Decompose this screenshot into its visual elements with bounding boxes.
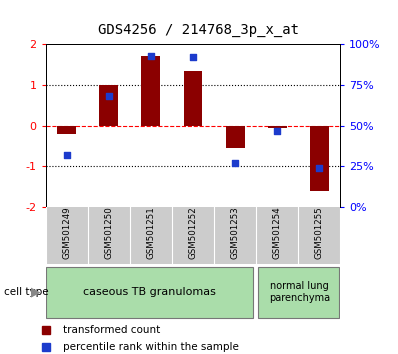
Bar (226, 126, 244, 148)
Text: ▶: ▶ (31, 286, 41, 298)
Text: normal lung
parenchyma: normal lung parenchyma (269, 281, 330, 303)
Text: GSM501250: GSM501250 (104, 206, 113, 259)
Text: GSM501249: GSM501249 (62, 207, 71, 259)
Point (316, 165, 322, 171)
Text: GSM501252: GSM501252 (189, 206, 197, 259)
Text: percentile rank within the sample: percentile rank within the sample (63, 342, 239, 352)
Point (148, 53, 154, 58)
Bar (268, 126, 287, 128)
Text: GDS4256 / 214768_3p_x_at: GDS4256 / 214768_3p_x_at (98, 23, 300, 37)
Text: caseous TB granulomas: caseous TB granulomas (83, 287, 216, 297)
Text: GSM501253: GSM501253 (230, 206, 240, 259)
Point (190, 55, 196, 60)
Point (64, 152, 70, 158)
Point (106, 93, 112, 99)
Text: GSM501255: GSM501255 (315, 206, 324, 259)
Text: GSM501251: GSM501251 (146, 206, 156, 259)
Bar (57, 126, 76, 134)
Text: cell type: cell type (4, 287, 49, 297)
Bar (100, 85, 118, 126)
Text: transformed count: transformed count (63, 325, 161, 335)
Bar (142, 57, 160, 126)
Point (274, 128, 280, 133)
Text: GSM501254: GSM501254 (273, 206, 282, 259)
Bar (310, 126, 329, 191)
Bar (183, 71, 203, 126)
Point (232, 160, 238, 166)
FancyBboxPatch shape (258, 267, 339, 318)
FancyBboxPatch shape (46, 267, 253, 318)
